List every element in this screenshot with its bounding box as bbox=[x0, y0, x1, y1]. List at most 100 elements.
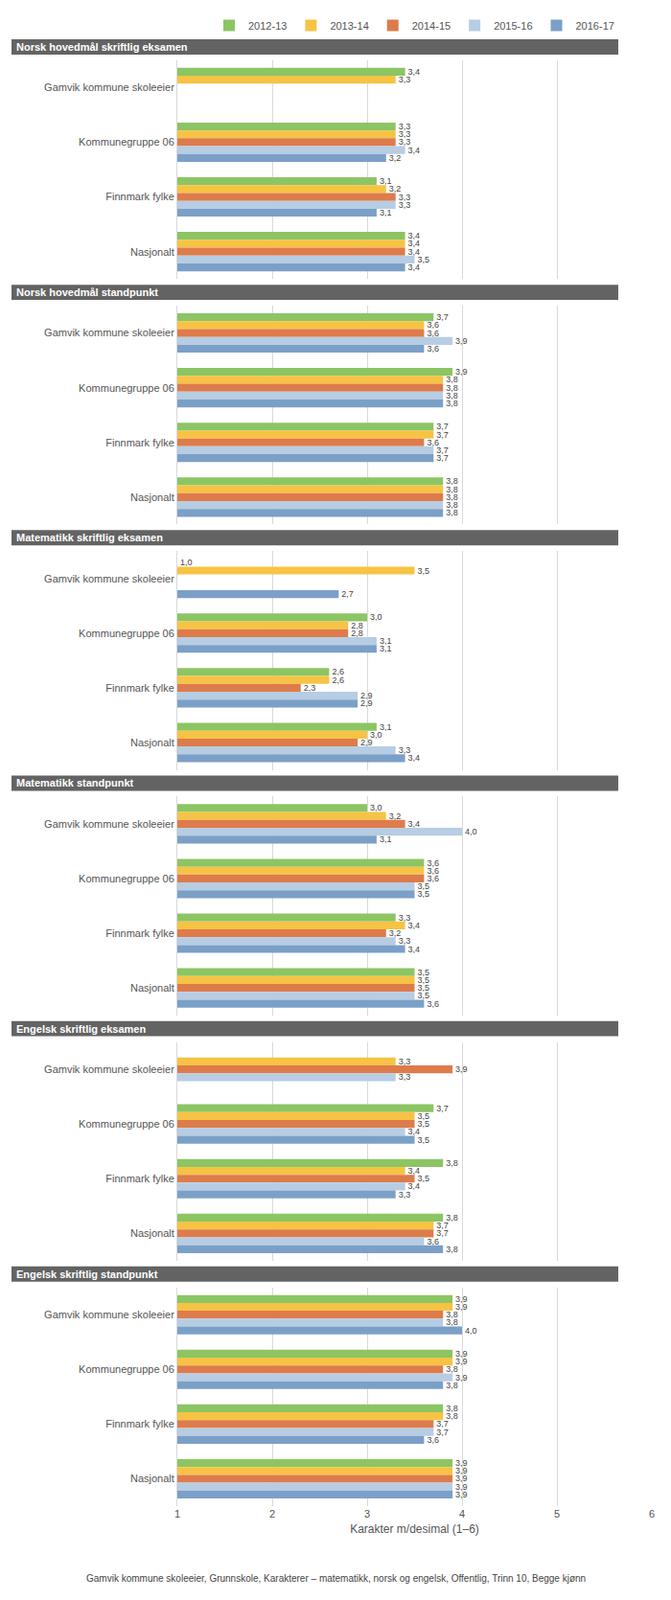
svg-text:3,3: 3,3 bbox=[398, 200, 412, 210]
svg-text:3,5: 3,5 bbox=[417, 991, 431, 1001]
svg-text:3,6: 3,6 bbox=[426, 344, 440, 354]
svg-text:3,4: 3,4 bbox=[408, 1127, 421, 1137]
svg-text:3,1: 3,1 bbox=[379, 176, 393, 186]
svg-text:3,3: 3,3 bbox=[398, 74, 412, 85]
svg-text:Matematikk skriftlig eksamen: Matematikk skriftlig eksamen bbox=[16, 532, 163, 544]
svg-text:3,3: 3,3 bbox=[398, 745, 412, 756]
svg-text:3,7: 3,7 bbox=[436, 1228, 449, 1239]
svg-text:3,8: 3,8 bbox=[445, 1381, 459, 1391]
svg-text:Finnmark fylke: Finnmark fylke bbox=[105, 190, 175, 203]
svg-text:3,8: 3,8 bbox=[445, 1245, 459, 1255]
svg-text:2: 2 bbox=[269, 1508, 276, 1521]
svg-text:3,3: 3,3 bbox=[398, 1072, 412, 1083]
svg-text:3,4: 3,4 bbox=[408, 945, 421, 955]
svg-text:3,8: 3,8 bbox=[445, 391, 459, 401]
svg-text:Finnmark fylke: Finnmark fylke bbox=[105, 1418, 175, 1431]
svg-text:2012-13: 2012-13 bbox=[248, 20, 287, 32]
svg-text:3,9: 3,9 bbox=[455, 367, 468, 377]
svg-text:3,4: 3,4 bbox=[408, 247, 421, 257]
svg-text:4,0: 4,0 bbox=[464, 827, 478, 837]
svg-text:2015-16: 2015-16 bbox=[493, 20, 533, 32]
svg-text:Finnmark fylke: Finnmark fylke bbox=[105, 437, 175, 449]
svg-text:3,5: 3,5 bbox=[417, 975, 431, 986]
svg-text:3,4: 3,4 bbox=[408, 819, 421, 830]
svg-text:3,8: 3,8 bbox=[445, 1365, 459, 1375]
svg-text:1,0: 1,0 bbox=[180, 557, 193, 568]
svg-text:Nasjonalt: Nasjonalt bbox=[130, 982, 175, 995]
svg-text:3,9: 3,9 bbox=[455, 1458, 468, 1469]
svg-text:3,5: 3,5 bbox=[417, 983, 431, 994]
svg-text:3,3: 3,3 bbox=[398, 913, 412, 924]
svg-text:Engelsk skriftlig eksamen: Engelsk skriftlig eksamen bbox=[16, 1023, 146, 1036]
svg-text:3,9: 3,9 bbox=[455, 1490, 468, 1501]
svg-text:3,5: 3,5 bbox=[417, 566, 431, 577]
svg-text:4: 4 bbox=[459, 1508, 465, 1521]
svg-text:3,3: 3,3 bbox=[398, 121, 412, 132]
svg-text:Nasjonalt: Nasjonalt bbox=[130, 737, 175, 749]
svg-text:3,6: 3,6 bbox=[426, 858, 440, 869]
svg-text:3,1: 3,1 bbox=[379, 208, 393, 218]
svg-text:3,7: 3,7 bbox=[436, 453, 449, 463]
svg-text:Karakter m/desimal (1–6): Karakter m/desimal (1–6) bbox=[349, 1523, 480, 1537]
svg-text:Nasjonalt: Nasjonalt bbox=[130, 1227, 175, 1240]
svg-text:3,9: 3,9 bbox=[455, 1295, 468, 1305]
svg-text:3,5: 3,5 bbox=[417, 968, 431, 978]
svg-text:Kommunegruppe 06: Kommunegruppe 06 bbox=[78, 136, 175, 148]
svg-text:3,9: 3,9 bbox=[455, 1349, 468, 1360]
svg-text:3,5: 3,5 bbox=[417, 881, 431, 892]
svg-text:3,8: 3,8 bbox=[445, 1213, 459, 1224]
svg-text:5: 5 bbox=[554, 1508, 560, 1521]
svg-text:Kommunegruppe 06: Kommunegruppe 06 bbox=[78, 1118, 175, 1131]
svg-text:3,4: 3,4 bbox=[408, 753, 421, 764]
svg-text:3,6: 3,6 bbox=[426, 438, 440, 448]
svg-text:3,5: 3,5 bbox=[417, 1119, 431, 1130]
svg-text:3,4: 3,4 bbox=[408, 231, 421, 241]
svg-text:3,4: 3,4 bbox=[408, 1166, 421, 1177]
svg-text:Matematikk standpunkt: Matematikk standpunkt bbox=[16, 777, 135, 789]
svg-text:Gamvik kommune skoleeier, Grun: Gamvik kommune skoleeier, Grunnskole, Ka… bbox=[86, 1573, 586, 1585]
svg-text:3: 3 bbox=[364, 1508, 371, 1521]
svg-text:3,4: 3,4 bbox=[408, 67, 421, 77]
svg-text:Gamvik kommune skoleeier: Gamvik kommune skoleeier bbox=[44, 1064, 175, 1076]
svg-text:3,1: 3,1 bbox=[379, 644, 393, 654]
svg-text:3,2: 3,2 bbox=[389, 153, 402, 163]
svg-text:3,2: 3,2 bbox=[389, 928, 402, 939]
svg-text:Gamvik kommune skoleeier: Gamvik kommune skoleeier bbox=[44, 81, 175, 93]
svg-text:3,9: 3,9 bbox=[455, 1466, 468, 1477]
svg-text:3,9: 3,9 bbox=[455, 1482, 468, 1493]
svg-text:3,5: 3,5 bbox=[417, 889, 431, 900]
svg-text:2,8: 2,8 bbox=[350, 628, 364, 639]
svg-text:3,7: 3,7 bbox=[436, 430, 449, 440]
svg-text:3,4: 3,4 bbox=[408, 921, 421, 931]
svg-text:3,7: 3,7 bbox=[436, 421, 449, 432]
svg-text:4,0: 4,0 bbox=[464, 1326, 478, 1337]
svg-text:3,1: 3,1 bbox=[379, 834, 393, 845]
svg-text:3,8: 3,8 bbox=[445, 1404, 459, 1414]
svg-text:Kommunegruppe 06: Kommunegruppe 06 bbox=[78, 382, 175, 394]
svg-text:3,5: 3,5 bbox=[417, 1135, 431, 1146]
svg-text:3,6: 3,6 bbox=[426, 328, 440, 339]
svg-text:2,6: 2,6 bbox=[331, 675, 345, 686]
svg-text:3,2: 3,2 bbox=[389, 811, 402, 822]
svg-text:3,8: 3,8 bbox=[445, 476, 459, 486]
svg-text:3,9: 3,9 bbox=[455, 1474, 468, 1484]
svg-text:3,5: 3,5 bbox=[417, 1111, 431, 1122]
svg-text:2,3: 2,3 bbox=[303, 683, 317, 694]
svg-text:3,6: 3,6 bbox=[426, 874, 440, 884]
svg-text:1: 1 bbox=[174, 1508, 181, 1521]
svg-text:3,3: 3,3 bbox=[398, 936, 412, 947]
svg-text:3,9: 3,9 bbox=[455, 1064, 468, 1075]
svg-text:2,7: 2,7 bbox=[341, 589, 354, 600]
svg-text:3,0: 3,0 bbox=[370, 730, 383, 741]
svg-text:Finnmark fylke: Finnmark fylke bbox=[105, 927, 175, 940]
svg-text:3,7: 3,7 bbox=[436, 1419, 449, 1430]
svg-text:3,9: 3,9 bbox=[455, 336, 468, 347]
svg-text:3,4: 3,4 bbox=[408, 238, 421, 249]
svg-text:3,3: 3,3 bbox=[398, 1190, 412, 1201]
svg-text:3,7: 3,7 bbox=[436, 312, 449, 323]
svg-text:Gamvik kommune skoleeier: Gamvik kommune skoleeier bbox=[44, 326, 175, 339]
svg-text:Nasjonalt: Nasjonalt bbox=[130, 1473, 175, 1485]
svg-text:3,8: 3,8 bbox=[445, 500, 459, 510]
svg-text:3,7: 3,7 bbox=[436, 1221, 449, 1231]
svg-text:3,8: 3,8 bbox=[445, 1318, 459, 1328]
